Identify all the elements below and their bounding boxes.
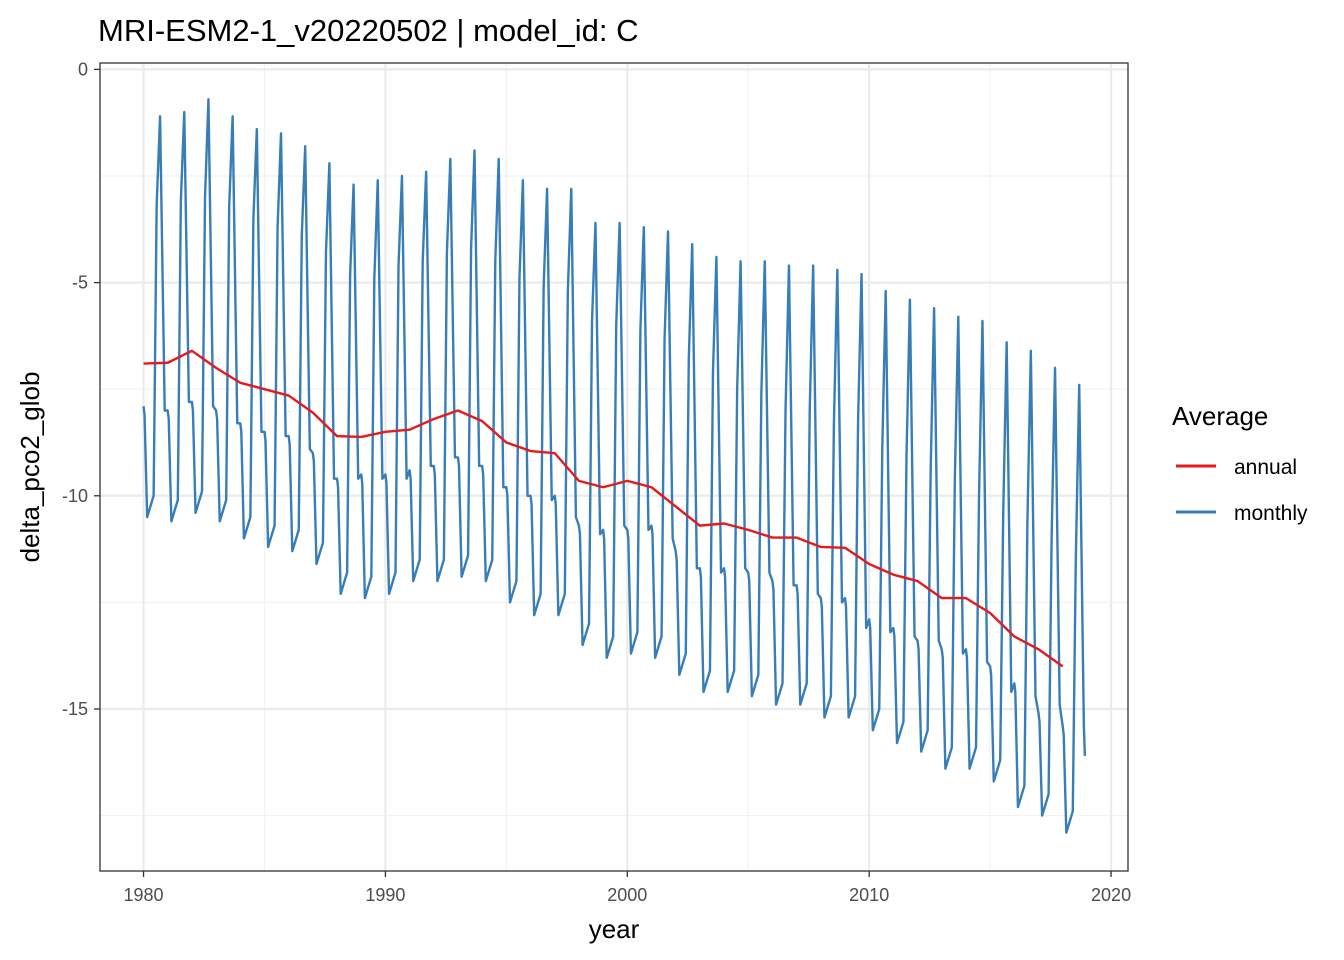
x-axis: 1980 1990 2000 2010 2020 [124,871,1131,905]
legend: Average annual monthly [1172,401,1308,525]
y-tick-label: 0 [78,59,88,79]
plot-panel-border [99,62,1129,872]
y-tick-label: -5 [72,273,88,293]
y-axis: 0 -5 -10 -15 [62,59,100,719]
x-tick-label: 2010 [849,885,889,905]
x-tick-label: 2020 [1091,885,1131,905]
legend-entry-annual: annual [1176,456,1297,479]
legend-title: Average [1172,401,1268,431]
legend-entry-monthly: monthly [1176,502,1308,525]
y-tick-label: -10 [62,486,88,506]
chart-title: MRI-ESM2-1_v20220502 | model_id: C [98,13,639,48]
series-line-annual [143,349,1064,668]
x-tick-label: 1980 [124,885,164,905]
series [142,98,1087,834]
x-tick-label: 1990 [365,885,405,905]
x-axis-label: year [589,914,640,944]
legend-label-monthly: monthly [1234,502,1308,525]
series-line-monthly [142,98,1087,834]
grid [100,63,1128,871]
y-axis-label: delta_pco2_glob [15,372,45,563]
x-tick-label: 2000 [607,885,647,905]
legend-label-annual: annual [1234,456,1297,479]
y-tick-label: -15 [62,699,88,719]
